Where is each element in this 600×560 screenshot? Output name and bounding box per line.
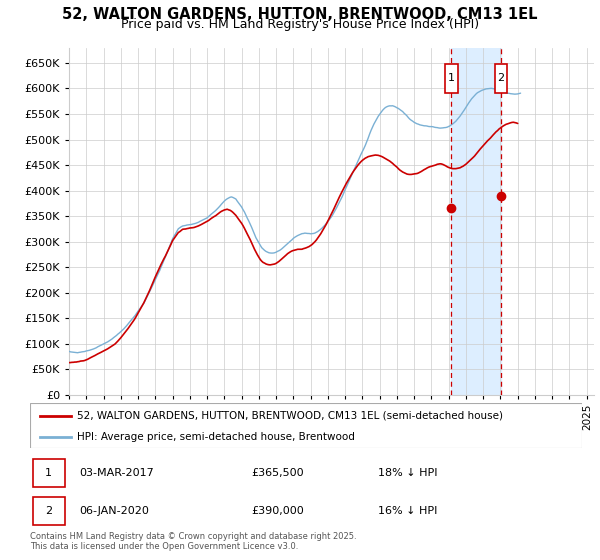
Text: Contains HM Land Registry data © Crown copyright and database right 2025.
This d: Contains HM Land Registry data © Crown c… xyxy=(30,532,356,552)
FancyBboxPatch shape xyxy=(445,64,458,92)
Text: 18% ↓ HPI: 18% ↓ HPI xyxy=(378,468,437,478)
Text: 16% ↓ HPI: 16% ↓ HPI xyxy=(378,506,437,516)
Text: 03-MAR-2017: 03-MAR-2017 xyxy=(80,468,154,478)
Text: Price paid vs. HM Land Registry's House Price Index (HPI): Price paid vs. HM Land Registry's House … xyxy=(121,18,479,31)
FancyBboxPatch shape xyxy=(494,64,507,92)
Text: 52, WALTON GARDENS, HUTTON, BRENTWOOD, CM13 1EL (semi-detached house): 52, WALTON GARDENS, HUTTON, BRENTWOOD, C… xyxy=(77,410,503,421)
FancyBboxPatch shape xyxy=(33,459,65,487)
FancyBboxPatch shape xyxy=(30,403,582,448)
Text: 2: 2 xyxy=(497,73,504,83)
Text: £365,500: £365,500 xyxy=(251,468,304,478)
Bar xyxy=(451,48,501,395)
Text: 06-JAN-2020: 06-JAN-2020 xyxy=(80,506,149,516)
Text: 2: 2 xyxy=(45,506,52,516)
Text: £390,000: £390,000 xyxy=(251,506,304,516)
Text: HPI: Average price, semi-detached house, Brentwood: HPI: Average price, semi-detached house,… xyxy=(77,432,355,442)
Text: 52, WALTON GARDENS, HUTTON, BRENTWOOD, CM13 1EL: 52, WALTON GARDENS, HUTTON, BRENTWOOD, C… xyxy=(62,7,538,22)
Text: 1: 1 xyxy=(45,468,52,478)
Text: 1: 1 xyxy=(448,73,455,83)
FancyBboxPatch shape xyxy=(33,497,65,525)
